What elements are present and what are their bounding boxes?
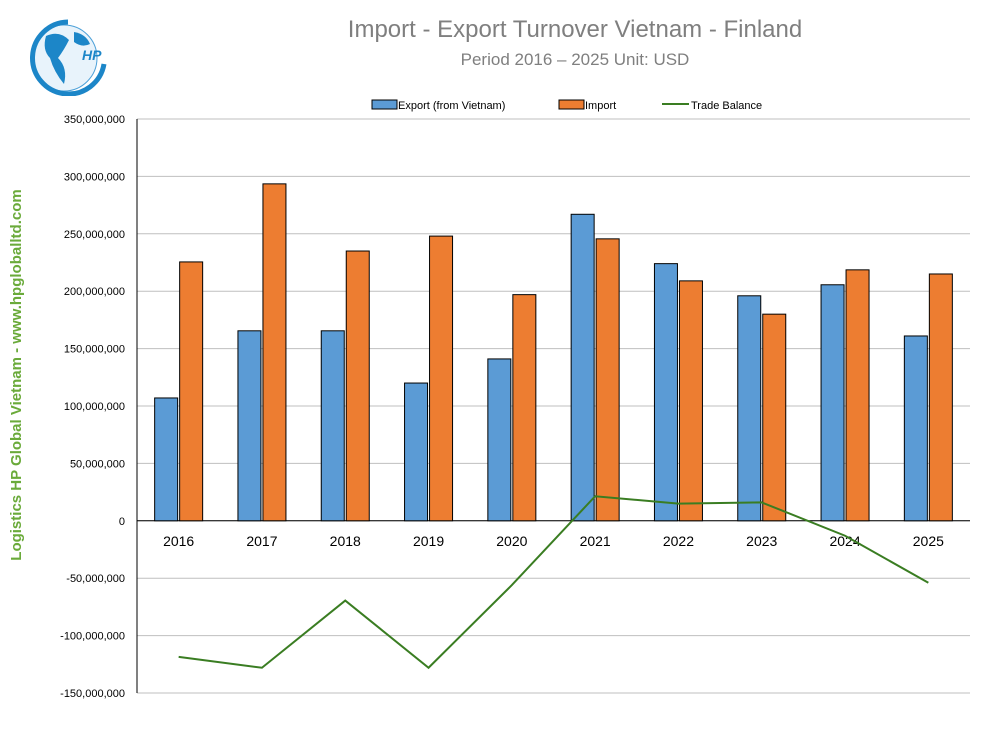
import-bar — [845, 269, 870, 522]
legend-label: Trade Balance — [691, 100, 762, 112]
x-tick-label: 2022 — [663, 533, 694, 549]
y-tick-label: 100,000,000 — [64, 401, 125, 413]
import-bar — [762, 313, 787, 522]
export-bar — [487, 358, 512, 522]
x-tick-label: 2021 — [580, 533, 611, 549]
legend-label: Import — [585, 100, 616, 112]
export-bar — [320, 330, 345, 522]
import-bar — [345, 250, 370, 522]
export-bar — [653, 263, 678, 522]
import-bar — [595, 238, 620, 522]
export-bar — [570, 213, 595, 522]
export-bar — [154, 397, 179, 522]
y-tick-label: -150,000,000 — [60, 688, 125, 700]
legend-swatch — [371, 99, 398, 110]
y-tick-label: 350,000,000 — [64, 114, 125, 126]
import-bar — [512, 294, 537, 522]
x-tick-label: 2017 — [246, 533, 277, 549]
y-tick-label: -100,000,000 — [60, 631, 125, 643]
y-tick-label: 250,000,000 — [64, 229, 125, 241]
y-tick-label: 150,000,000 — [64, 344, 125, 356]
y-tick-label: 200,000,000 — [64, 286, 125, 298]
x-tick-label: 2016 — [163, 533, 194, 549]
x-tick-label: 2023 — [746, 533, 777, 549]
hp-logo: HP — [30, 19, 107, 96]
y-tick-label: 300,000,000 — [64, 171, 125, 183]
import-bar — [179, 261, 204, 522]
y-tick-label: 50,000,000 — [70, 458, 125, 470]
import-bar — [262, 183, 287, 522]
import-bar — [928, 273, 953, 522]
chart-subtitle: Period 2016 – 2025 Unit: USD — [460, 50, 690, 69]
chart-title: Import - Export Turnover Vietnam - Finla… — [347, 16, 803, 43]
import-bar — [678, 280, 703, 522]
x-tick-label: 2025 — [913, 533, 944, 549]
export-bar — [820, 284, 845, 522]
export-bar — [237, 330, 262, 522]
x-tick-label: 2018 — [330, 533, 361, 549]
trade-balance-line — [178, 495, 929, 670]
x-tick-label: 2024 — [829, 533, 860, 549]
x-tick-label: 2019 — [413, 533, 444, 549]
x-tick-label: 2020 — [496, 533, 527, 549]
svg-text:HP: HP — [82, 47, 102, 63]
export-bar — [404, 382, 429, 522]
legend-swatch — [558, 99, 585, 110]
export-bar — [737, 295, 762, 522]
import-bar — [429, 235, 454, 522]
y-tick-label: 0 — [119, 516, 125, 528]
y-tick-label: -50,000,000 — [66, 573, 125, 585]
legend-label: Export (from Vietnam) — [398, 100, 505, 112]
export-bar — [903, 335, 928, 522]
